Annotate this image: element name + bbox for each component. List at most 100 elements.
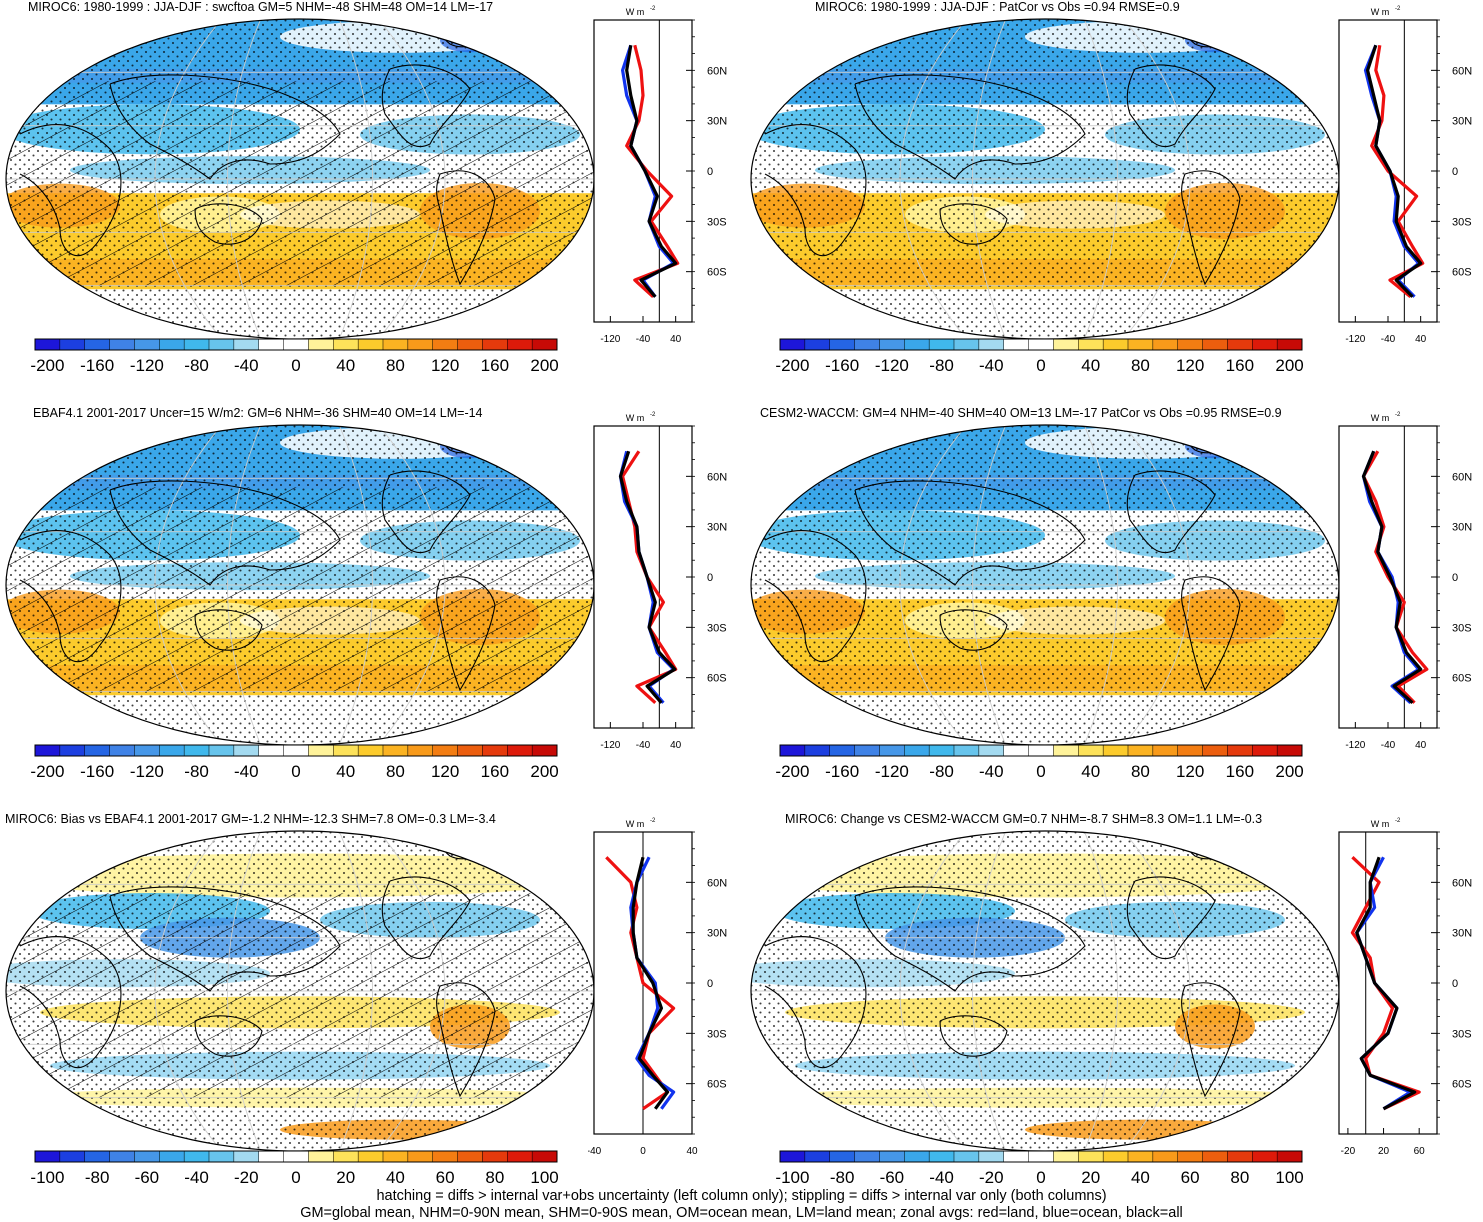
colorbar-label: -120 (130, 356, 164, 373)
colorbar-swatch (357, 1150, 384, 1163)
colorbar-swatch (531, 1150, 558, 1163)
lat-tick-label: 30S (707, 1028, 727, 1040)
colorbar-label: 80 (1230, 1168, 1249, 1185)
colorbar-swatch (1276, 338, 1303, 351)
x-tick-label: -40 (1381, 740, 1396, 751)
colorbar-swatch (482, 338, 508, 351)
x-tick-label: -40 (1381, 334, 1396, 345)
colorbar: -200 -160 -120 -80 -40 0 40 80 120 160 200 (775, 744, 1304, 779)
colorbar: -100 -80 -60 -40 -20 0 20 40 60 80 100 (30, 1150, 559, 1185)
units-exponent: -2 (1395, 818, 1401, 824)
colorbar-swatch (258, 1150, 285, 1163)
colorbar-label: 0 (1036, 356, 1045, 373)
colorbar-swatch (159, 744, 185, 757)
colorbar-swatch (1078, 338, 1104, 351)
colorbar-swatch (1252, 744, 1278, 757)
colorbar-swatch (1252, 1150, 1278, 1163)
colorbar-swatch (432, 744, 459, 757)
colorbar-label: -200 (775, 356, 809, 373)
coastline (436, 576, 496, 692)
colorbar-swatch (109, 1150, 135, 1163)
x-tick-label: -40 (588, 1146, 602, 1157)
colorbar-label: 40 (1131, 1168, 1150, 1185)
lat-tick-label: 0 (1452, 572, 1458, 584)
lat-tick-label: 30S (707, 216, 727, 228)
colorbar-label: -80 (184, 356, 209, 373)
colorbar-swatch (978, 1150, 1005, 1163)
zonal-mean-plot: W m -2 60N 30N 0 30S 60S -120 -40 40 (1338, 6, 1472, 345)
colorbar-swatch (407, 1150, 434, 1163)
colorbar-swatch (953, 1150, 980, 1163)
colorbar-swatch (1152, 338, 1179, 351)
colorbar-label: -80 (85, 1168, 110, 1185)
colorbar-label: 40 (1081, 356, 1100, 373)
colorbar-label: -20 (979, 1168, 1004, 1185)
colorbar-label: -100 (30, 1168, 64, 1185)
colorbar-swatch (432, 338, 459, 351)
coastline (19, 530, 122, 663)
x-tick-label: 40 (670, 334, 682, 345)
colorbar-swatch (779, 338, 806, 351)
colorbar-label: -80 (929, 356, 954, 373)
colorbar-label: 60 (436, 1168, 455, 1185)
lat-tick-label: 60S (1452, 267, 1472, 279)
coastline (1181, 576, 1241, 692)
colorbar-label: 200 (1275, 762, 1303, 779)
colorbar-label: 160 (1226, 762, 1254, 779)
coastline (436, 982, 496, 1098)
robinson-map (5, 18, 595, 340)
colorbar-swatch (1227, 338, 1253, 351)
lat-tick-label: 30S (1452, 622, 1472, 634)
lat-tick-label: 30N (707, 928, 727, 940)
colorbar-label: -160 (825, 356, 859, 373)
graticule-meridian (1123, 425, 1191, 745)
colorbar-swatch (233, 1150, 260, 1163)
colorbar-swatch (1202, 338, 1228, 351)
colorbar-swatch (904, 744, 930, 757)
colorbar-swatch (531, 744, 558, 757)
graticule-meridian (338, 425, 373, 745)
coastline (1181, 982, 1241, 1098)
colorbar-label: -60 (135, 1168, 160, 1185)
colorbar-label: 80 (1131, 356, 1150, 373)
footer-note-hatching: hatching = diffs > internal var+obs unce… (376, 1188, 1107, 1204)
colorbar-swatch (507, 338, 533, 351)
lat-tick-label: 60S (707, 267, 727, 279)
coastline (19, 936, 122, 1069)
zonal-line-all (1366, 44, 1423, 298)
colorbar-swatch (829, 338, 856, 351)
colorbar-label: -200 (775, 762, 809, 779)
colorbar-label: 80 (386, 762, 405, 779)
units-exponent: -2 (650, 6, 656, 12)
colorbar-label: -160 (825, 762, 859, 779)
colorbar-swatch (84, 1150, 111, 1163)
x-tick-label: -40 (636, 334, 651, 345)
x-tick-label: 60 (1414, 1146, 1426, 1157)
graticule-meridian (1083, 831, 1118, 1151)
colorbar-swatch (804, 338, 831, 351)
colorbar-swatch (457, 744, 483, 757)
colorbar-label: 0 (291, 762, 300, 779)
panel-0: MIROC6: 1980-1999 : JJA-DJF : swcftoa GM… (0, 0, 740, 400)
colorbar-swatch (432, 1150, 459, 1163)
lat-tick-label: 0 (1452, 166, 1458, 178)
coastline (854, 886, 1086, 992)
coastline (1181, 170, 1241, 286)
colorbar-label: 200 (1275, 356, 1303, 373)
colorbar-swatch (953, 744, 980, 757)
colorbar-swatch (333, 744, 359, 757)
colorbar-frame (34, 1150, 558, 1163)
graticule-meridian (227, 831, 262, 1151)
hatching-overlay (6, 893, 594, 1098)
colorbar-swatch (208, 338, 235, 351)
zonal-frame (1338, 831, 1438, 1135)
colorbar-label: 160 (481, 762, 509, 779)
colorbar-label: 40 (336, 356, 355, 373)
colorbar-swatch (258, 744, 285, 757)
colorbar-swatch (183, 338, 210, 351)
colorbar-swatch (308, 1150, 334, 1163)
panel-title: MIROC6: 1980-1999 : JJA-DJF : swcftoa GM… (28, 0, 494, 14)
colorbar-swatch (1127, 338, 1154, 351)
lat-tick-label: 0 (1452, 978, 1458, 990)
units-exponent: -2 (1395, 412, 1401, 418)
